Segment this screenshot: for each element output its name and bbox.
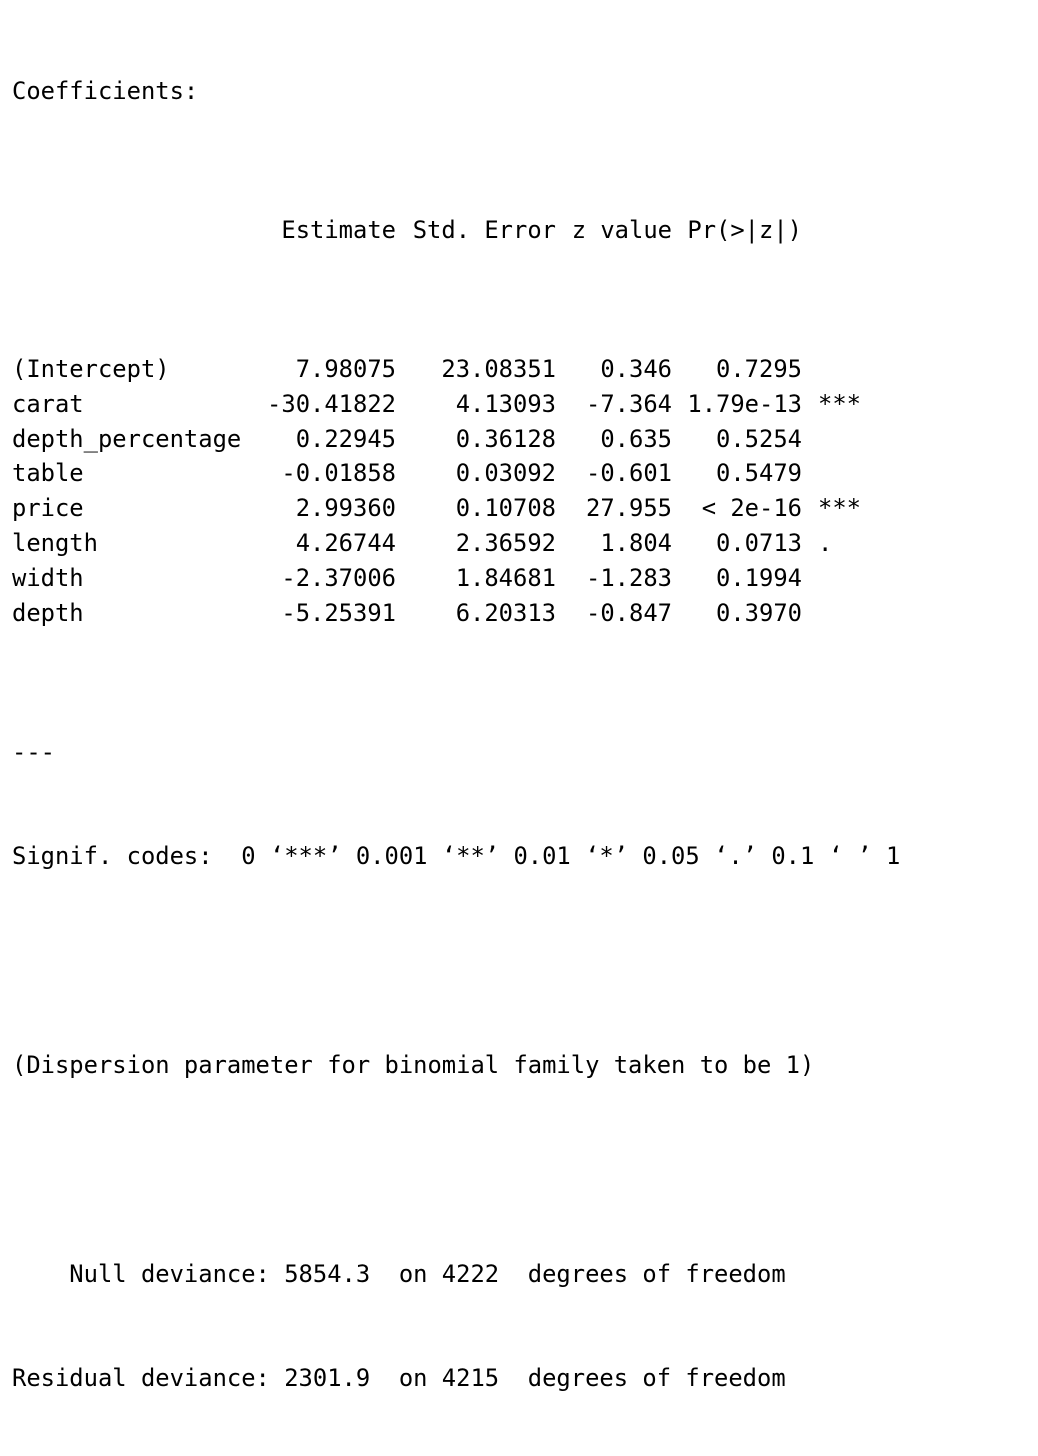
table-row: width -2.37006 1.84681 -1.283 0.1994 — [12, 561, 1032, 596]
coef-p-value: 1.79e-13 — [687, 389, 802, 418]
coef-p-value: < 2e-16 — [701, 494, 802, 523]
coef-p-value: 0.0713 — [716, 528, 802, 557]
table-row: (Intercept) 7.98075 23.08351 0.346 0.7295 — [12, 352, 1032, 387]
coef-signif: *** — [818, 494, 861, 523]
coefficients-table-body: (Intercept) 7.98075 23.08351 0.346 0.7295 car… — [12, 352, 1032, 630]
coef-name: width — [12, 563, 84, 592]
table-row: length 4.26744 2.36592 1.804 0.0713. — [12, 526, 1032, 561]
coef-p-value: 0.7295 — [716, 354, 802, 383]
coef-estimate: -30.41822 — [267, 389, 396, 418]
coef-estimate: -5.25391 — [281, 598, 396, 627]
coef-z-value: -1.283 — [586, 563, 672, 592]
table-row: table -0.01858 0.03092 -0.601 0.5479 — [12, 456, 1032, 491]
coef-z-value: 27.955 — [586, 494, 672, 523]
coef-z-value: 0.635 — [600, 424, 672, 453]
table-row: depth -5.25391 6.20313 -0.847 0.3970 — [12, 596, 1032, 631]
blank-line — [12, 944, 1032, 979]
coefficients-table-header: Estimate Std. Error z value Pr(>|z|) — [12, 213, 1032, 248]
coef-signif: *** — [818, 389, 861, 418]
table-row: price 2.99360 0.10708 27.955 < 2e-16 *** — [12, 491, 1032, 526]
coef-z-value: 1.804 — [600, 528, 672, 557]
blank-line — [12, 1152, 1032, 1187]
coef-estimate: -0.01858 — [281, 459, 396, 488]
dispersion-note: (Dispersion parameter for binomial famil… — [12, 1050, 815, 1079]
coef-z-value: -0.601 — [586, 459, 672, 488]
coef-p-value: 0.1994 — [716, 563, 802, 592]
header-p-value: Pr(>|z|) — [687, 215, 802, 244]
header-estimate: Estimate — [281, 215, 396, 244]
r-console-output: Coefficients: Estimate Std. Error z value P… — [12, 4, 1032, 1456]
coef-name: carat — [12, 389, 84, 418]
coef-estimate: 4.26744 — [295, 528, 396, 557]
coef-std-error: 0.10708 — [455, 494, 556, 523]
coef-estimate: 0.22945 — [295, 424, 396, 453]
coef-std-error: 0.36128 — [455, 424, 556, 453]
header-z-value: z value — [571, 215, 672, 244]
coef-name: depth_percentage — [12, 424, 242, 453]
coef-p-value: 0.5254 — [716, 424, 802, 453]
table-row: depth_percentage 0.22945 0.36128 0.635 0.525… — [12, 422, 1032, 457]
coef-std-error: 23.08351 — [441, 354, 556, 383]
coef-name: depth — [12, 598, 84, 627]
coef-z-value: -7.364 — [586, 389, 672, 418]
table-row: carat -30.41822 4.13093 -7.364 1.79e-13 *** — [12, 387, 1032, 422]
coef-name: table — [12, 459, 84, 488]
coef-std-error: 1.84681 — [455, 563, 556, 592]
coef-z-value: 0.346 — [600, 354, 672, 383]
coef-std-error: 4.13093 — [455, 389, 556, 418]
coef-name: length — [12, 528, 98, 557]
coef-name: price — [12, 494, 84, 523]
coef-z-value: -0.847 — [586, 598, 672, 627]
coef-p-value: 0.3970 — [716, 598, 802, 627]
header-std-error: Std. Error — [412, 215, 556, 244]
coef-estimate: 7.98075 — [295, 354, 396, 383]
coefficients-label: Coefficients: — [12, 76, 199, 105]
coef-p-value: 0.5479 — [716, 459, 802, 488]
coef-estimate: 2.99360 — [295, 494, 396, 523]
null-deviance: Null deviance: 5854.3 on 4222 degrees of… — [12, 1259, 786, 1288]
coef-signif: . — [818, 528, 833, 557]
coef-std-error: 2.36592 — [455, 528, 556, 557]
coef-std-error: 0.03092 — [455, 459, 556, 488]
coef-name: (Intercept) — [12, 354, 170, 383]
coef-std-error: 6.20313 — [455, 598, 556, 627]
coef-estimate: -2.37006 — [281, 563, 396, 592]
residual-deviance: Residual deviance: 2301.9 on 4215 degree… — [12, 1364, 786, 1393]
separator: --- — [12, 737, 55, 766]
signif-codes: Signif. codes: 0 ‘***’ 0.001 ‘**’ 0.01 ‘… — [12, 842, 901, 871]
